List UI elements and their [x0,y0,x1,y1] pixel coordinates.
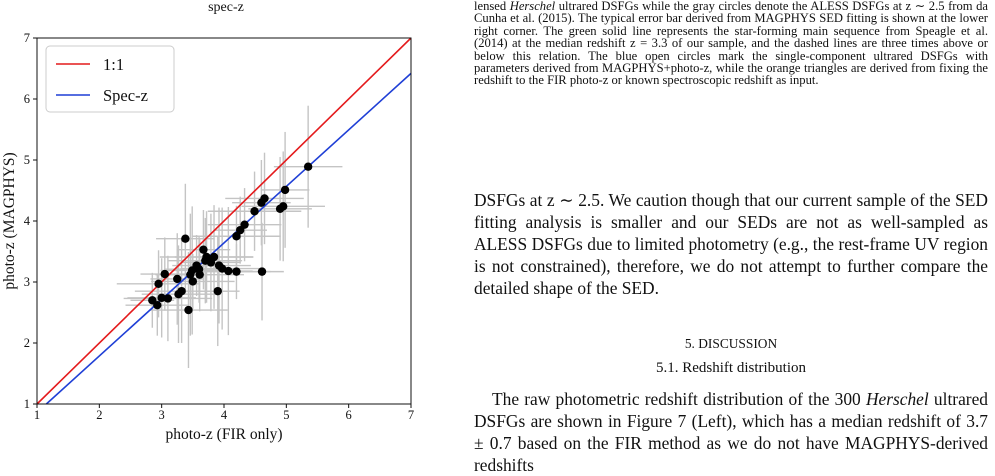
data-point [260,194,269,203]
x-tick-label: 1 [34,408,40,422]
one-to-one-line [36,37,412,405]
x-tick-label: 7 [408,408,414,422]
legend: 1:1 Spec-z [45,45,175,113]
data-point [280,185,290,195]
legend-label-1to1: 1:1 [103,55,124,74]
spec-z-line [45,72,412,405]
data-point [213,286,222,296]
data-point [232,232,241,241]
data-point [195,270,204,279]
para2-start: The raw photometric redshift distributio… [492,389,866,409]
data-point [160,269,169,279]
data-point [163,294,173,303]
y-axis-label: photo-z (MAGPHYS) [1,152,18,289]
x-tick-label: 3 [159,408,165,422]
subsection-heading: 5.1. Redshift distribution [474,360,988,377]
paragraph-redshift-distribution: The raw photometric redshift distributio… [474,388,988,476]
data-point [240,220,249,229]
caption-line1: ultrared DSFGs while the gray circles de… [555,0,808,13]
data-point [157,293,166,303]
data-point [209,252,219,262]
caption-rest: ALESS DSFGs at z ∼ 2.5 from da Cunha et … [474,0,988,88]
y-tick-label: 7 [24,31,30,45]
x-tick-label: 2 [96,408,102,422]
caption-prefix: lensed [474,0,510,13]
x-ticks: 1 2 3 4 5 6 7 [34,404,414,422]
subsection-heading-text: 5.1. Redshift distribution [656,360,806,376]
figure-top-title: spec-z [208,0,244,15]
y-ticks: 1 2 3 4 5 6 7 [24,31,37,411]
x-tick-label: 6 [346,408,352,422]
y-tick-label: 2 [24,336,30,350]
data-point [181,234,190,243]
y-tick-label: 3 [24,275,30,289]
paragraph-sed-caution: DSFGs at z ∼ 2.5. We caution though that… [474,190,988,298]
x-tick-label: 5 [283,408,289,422]
section-heading: 5. DISCUSSION [474,336,988,352]
legend-label-specz: Spec-z [103,86,148,105]
data-point [232,267,241,276]
scatter-figure: spec-z 1 2 3 4 5 6 7 1 2 3 4 5 6 7 photo-z (FIR only… [1,0,414,443]
data-point [199,245,208,254]
x-axis-label: photo-z (FIR only) [165,426,282,443]
data-point [153,300,162,310]
section-heading-text: 5. DISCUSSION [684,336,778,351]
y-tick-label: 4 [24,214,31,228]
data-point [184,305,193,315]
data-point [303,162,313,171]
y-tick-label: 6 [24,92,30,106]
para2-italic: Herschel [865,389,929,409]
data-point [257,267,267,276]
caption-italic: Herschel [509,0,556,13]
data-point [177,286,186,296]
data-point [154,279,163,289]
y-tick-label: 1 [24,397,30,411]
data-point [173,274,182,284]
figure-caption: lensed Herschel ultrared DSFGs while the… [474,0,988,87]
data-point [279,202,288,211]
data-point [224,266,233,276]
y-tick-label: 5 [24,153,30,167]
data-points [148,162,313,315]
x-tick-label: 4 [221,408,228,422]
data-point [250,207,259,216]
data-point [188,277,198,286]
